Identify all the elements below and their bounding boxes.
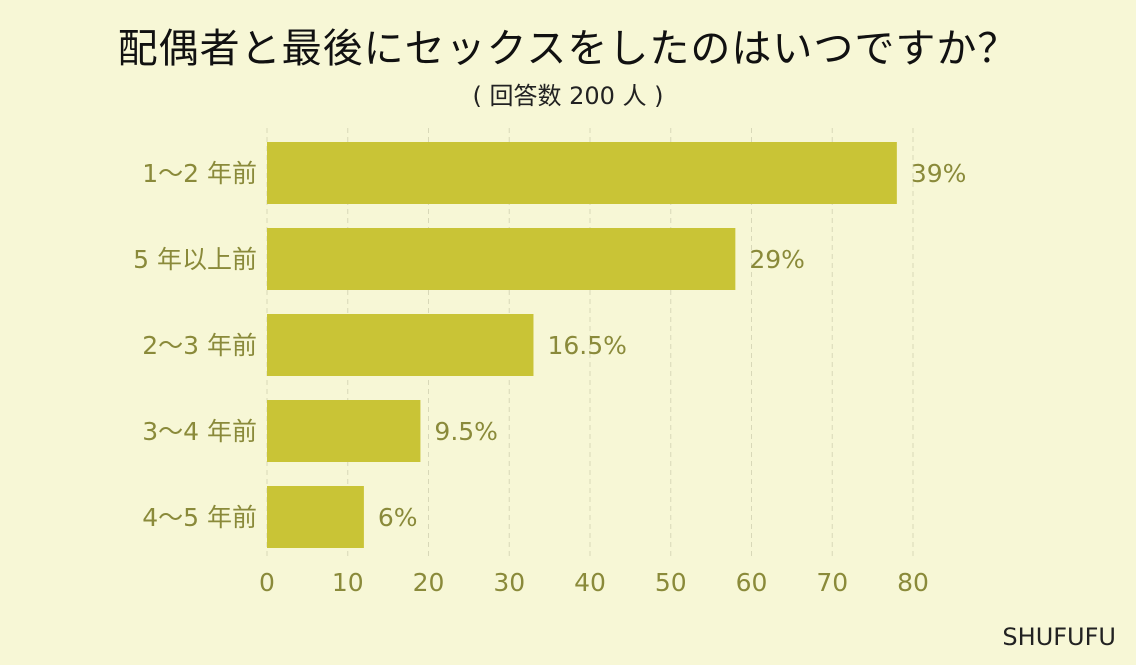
bar-1 bbox=[267, 142, 897, 204]
x-tick-label-70: 70 bbox=[816, 568, 848, 597]
value-label-4: 9.5% bbox=[434, 417, 498, 446]
value-label-3: 16.5% bbox=[547, 331, 626, 360]
value-label-5: 6% bbox=[378, 503, 418, 532]
category-label-2: 5 年以上前 bbox=[133, 245, 257, 274]
x-tick-label-30: 30 bbox=[493, 568, 525, 597]
x-tick-label-80: 80 bbox=[897, 568, 929, 597]
x-tick-label-10: 10 bbox=[332, 568, 364, 597]
x-tick-label-60: 60 bbox=[736, 568, 768, 597]
value-label-2: 29% bbox=[749, 245, 805, 274]
chart-title: 配偶者と最後にセックスをしたのはいつですか？ bbox=[117, 26, 1019, 72]
x-tick-label-40: 40 bbox=[574, 568, 606, 597]
category-label-5: 4〜5 年前 bbox=[142, 503, 257, 532]
bar-3 bbox=[267, 314, 534, 376]
credit-label: SHUFUFU bbox=[1002, 623, 1116, 651]
bar-4 bbox=[267, 400, 421, 462]
bar-2 bbox=[267, 228, 736, 290]
x-tick-label-20: 20 bbox=[413, 568, 445, 597]
bar-5 bbox=[267, 486, 364, 548]
x-tick-label-0: 0 bbox=[259, 568, 275, 597]
value-label-1: 39% bbox=[911, 159, 967, 188]
x-tick-label-50: 50 bbox=[655, 568, 687, 597]
chart-subtitle: ( 回答数 200 人 ) bbox=[472, 82, 664, 110]
category-label-4: 3〜4 年前 bbox=[142, 417, 257, 446]
category-label-3: 2〜3 年前 bbox=[142, 331, 257, 360]
category-label-1: 1〜2 年前 bbox=[142, 159, 257, 188]
